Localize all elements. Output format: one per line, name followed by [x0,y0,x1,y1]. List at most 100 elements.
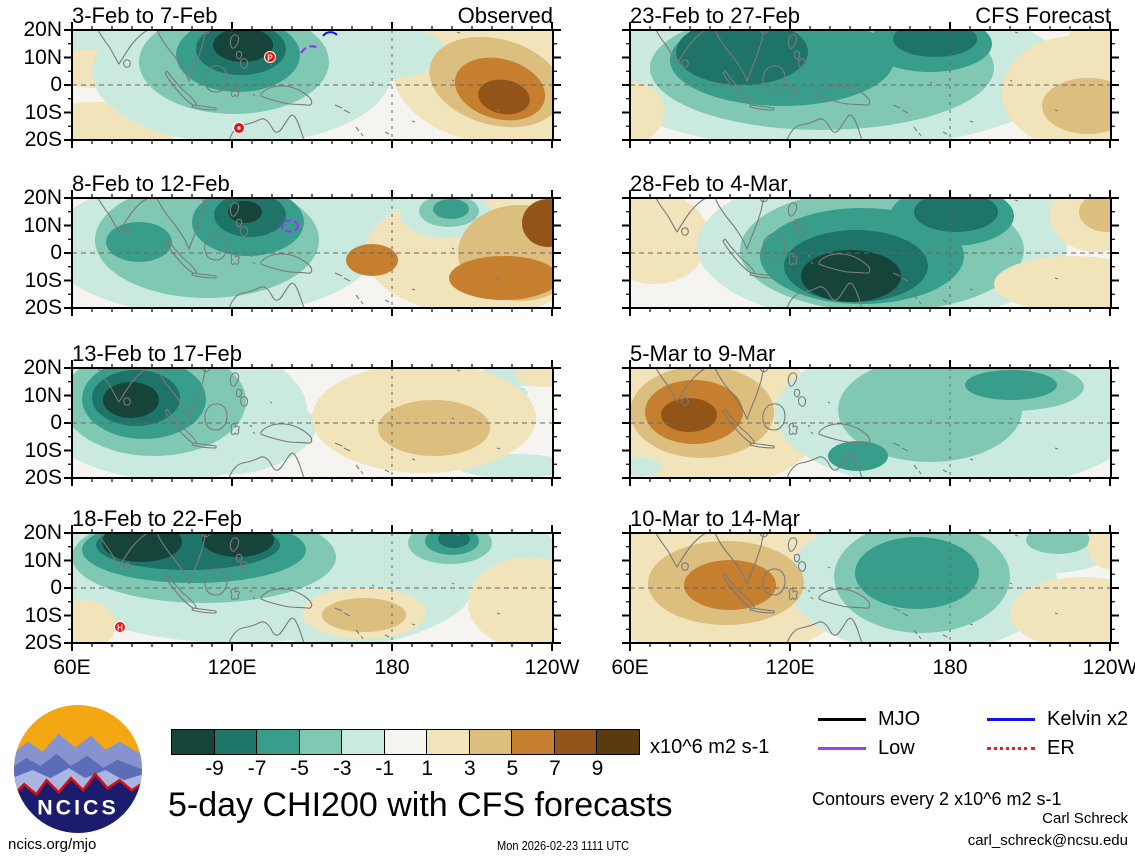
y-tick-label: 0 [50,73,62,96]
map-panel-observed-2: 8-Feb to 12-Feb 20N 10N 0 10S 20S [23,171,561,319]
legend-item-er: ER [987,735,1075,761]
legend-item-kelvin-x2: Kelvin x2 [987,706,1128,732]
y-tick-label: 10S [24,100,62,124]
contours-note: Contours every 2 x10^6 m2 s-1 [812,789,1062,809]
map-panel-forecast-1: 23-Feb to 27-Feb CFS Forecast [622,3,1119,148]
y-tick-label: 0 [50,241,62,264]
svg-text:H: H [117,623,123,632]
colorbar [171,729,641,755]
colorbar-segment [298,729,343,755]
colorbar-segment [596,729,641,755]
panel-title: 23-Feb to 27-Feb [630,3,800,28]
map-forecast-3 [622,360,1119,486]
map-observed-3 [64,360,561,486]
colorbar-segment [553,729,598,755]
y-tick-label: 0 [50,576,62,599]
x-tick-label: 120W [1082,656,1135,679]
x-axis-labels-right: 60E 120E 180 120W [611,656,1135,682]
colorbar-tick: 3 [463,757,476,780]
map-panel-forecast-4: 10-Mar to 14-Mar [622,506,1119,651]
y-tick-label: 20S [24,631,62,654]
site-url: ncics.org/mjo [8,836,97,853]
colorbar-tick: -1 [375,757,395,780]
panel-title: 8-Feb to 12-Feb [72,171,230,196]
y-axis-labels: 20N 10N 0 10S 20S [10,19,66,151]
column-header-forecast: CFS Forecast [975,3,1111,28]
map-panel-observed-1: 3-Feb to 7-Feb Observed 20N 10N 0 10S 20S P [23,3,561,151]
y-tick-label: 10N [23,383,62,407]
colorbar-segment [256,729,300,755]
legend-item-low: Low [818,735,915,761]
y-tick-label: 10N [23,548,62,572]
colorbar-tick: 1 [421,757,434,780]
timestamp: Mon 2026-02-23 1111 UTC [497,838,630,853]
colorbar-segment [341,729,385,755]
ncics-logo: NCICS [14,705,142,833]
map-panel-observed-4: 18-Feb to 22-Feb 20N 10N 0 10S 20S H [23,506,561,654]
y-tick-label: 20N [23,521,62,544]
y-tick-label: 20N [23,356,62,379]
figure-title: 5-day CHI200 with CFS forecasts [168,786,673,824]
x-tick-label: 120W [524,656,580,679]
logo-text: NCICS [37,796,119,820]
map-forecast-1 [622,22,1119,148]
colorbar-tick: -7 [247,757,267,780]
map-forecast-2 [622,190,1119,316]
y-tick-label: 20S [24,466,62,489]
y-tick-label: 10S [24,603,62,627]
panel-title: 10-Mar to 14-Mar [630,506,800,531]
colorbar-segment [383,729,428,755]
panel-title: 13-Feb to 17-Feb [72,341,242,366]
colorbar-segment [171,729,215,755]
credit-name: Carl Schreck [1042,810,1128,827]
colorbar-tick: 9 [591,757,604,780]
map-panel-forecast-2: 28-Feb to 4-Mar [622,171,1119,316]
panel-title: 28-Feb to 4-Mar [630,171,788,196]
map-forecast-4 [622,525,1119,651]
svg-text:P: P [267,53,273,62]
credit-email: carl_schreck@ncsu.edu [967,832,1128,849]
y-tick-label: 10S [24,268,62,292]
x-tick-label: 60E [53,656,91,679]
map-panel-forecast-3: 5-Mar to 9-Mar [622,341,1119,486]
colorbar-segment [511,729,555,755]
y-tick-label: 10S [24,438,62,462]
y-axis-labels: 20N 10N 0 10S 20S [10,357,66,489]
map-panel-observed-3: 13-Feb to 17-Feb 20N 10N 0 10S 20S [23,341,561,489]
y-tick-label: 20S [24,296,62,319]
colorbar-tick: 5 [506,757,519,780]
legend-label: MJO [878,707,921,730]
logo-ridge-line [14,772,142,798]
colorbar-tick: -9 [205,757,224,780]
map-observed-1: P [64,22,561,148]
colorbar-tick: 7 [549,757,561,780]
y-tick-label: 20N [23,186,62,209]
panel-title: 5-Mar to 9-Mar [630,341,776,366]
y-axis-labels: 20N 10N 0 10S 20S [10,187,66,319]
y-tick-label: 0 [50,411,62,434]
legend-label: Kelvin x2 [1047,707,1129,730]
x-axis-labels-left: 60E 120E 180 120W [53,656,579,682]
colorbar-tick-labels: -9 -7 -5 -3 -1 1 3 5 7 9 [172,757,640,781]
map-observed-2 [64,190,561,316]
x-tick-label: 180 [932,656,968,679]
column-header-observed: Observed [457,3,553,28]
y-tick-label: 10N [23,213,62,237]
legend-label: Low [878,736,915,759]
y-tick-label: 20N [23,18,62,41]
colorbar-tick: -3 [332,757,352,780]
y-tick-label: 20S [24,128,62,151]
legend-line [818,746,866,750]
legend-line [987,746,1035,750]
legend-label: ER [1047,736,1075,759]
map-observed-4: H [64,525,561,651]
legend-line [987,717,1035,721]
y-axis-labels: 20N 10N 0 10S 20S [10,522,66,654]
x-tick-label: 180 [374,656,410,679]
panel-title: 3-Feb to 7-Feb [72,3,218,28]
x-tick-label: 60E [611,656,649,679]
colorbar-tick: -5 [290,757,309,780]
panel-title: 18-Feb to 22-Feb [72,506,242,531]
x-tick-label: 120E [207,656,257,679]
